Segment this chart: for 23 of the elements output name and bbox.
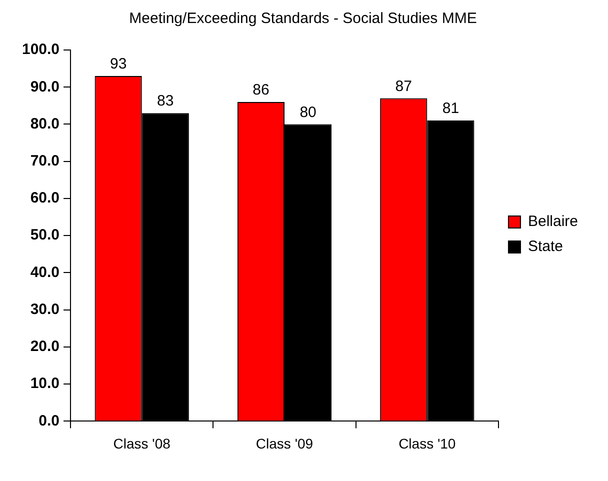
y-tick-label: 50.0	[30, 226, 60, 244]
y-tick-label: 90.0	[30, 78, 60, 96]
y-tick-label: 20.0	[30, 338, 60, 356]
x-tick-label: Class '10	[398, 435, 456, 452]
y-tick-label: 100.0	[22, 41, 60, 58]
data-label: 80	[300, 104, 316, 121]
y-tick-label: 10.0	[30, 375, 60, 392]
y-tick-label: 70.0	[30, 152, 60, 170]
chart-title: Meeting/Exceeding Standards - Social Studies MME	[129, 10, 477, 28]
x-tick-label: Class '09	[256, 435, 314, 452]
legend-label: State	[528, 238, 564, 256]
y-tick-label: 40.0	[30, 264, 60, 281]
data-label: 93	[110, 56, 127, 73]
legend-label: Bellaire	[528, 213, 578, 230]
data-label: 87	[395, 78, 412, 95]
y-tick-label: 0.0	[38, 412, 60, 430]
data-label: 83	[157, 92, 174, 110]
data-label: 86	[252, 82, 270, 99]
x-tick-label: Class '08	[113, 435, 171, 452]
y-tick-label: 60.0	[30, 190, 60, 207]
y-tick-label: 80.0	[30, 115, 60, 132]
data-label: 81	[442, 100, 460, 118]
y-tick-label: 30.0	[30, 300, 60, 318]
